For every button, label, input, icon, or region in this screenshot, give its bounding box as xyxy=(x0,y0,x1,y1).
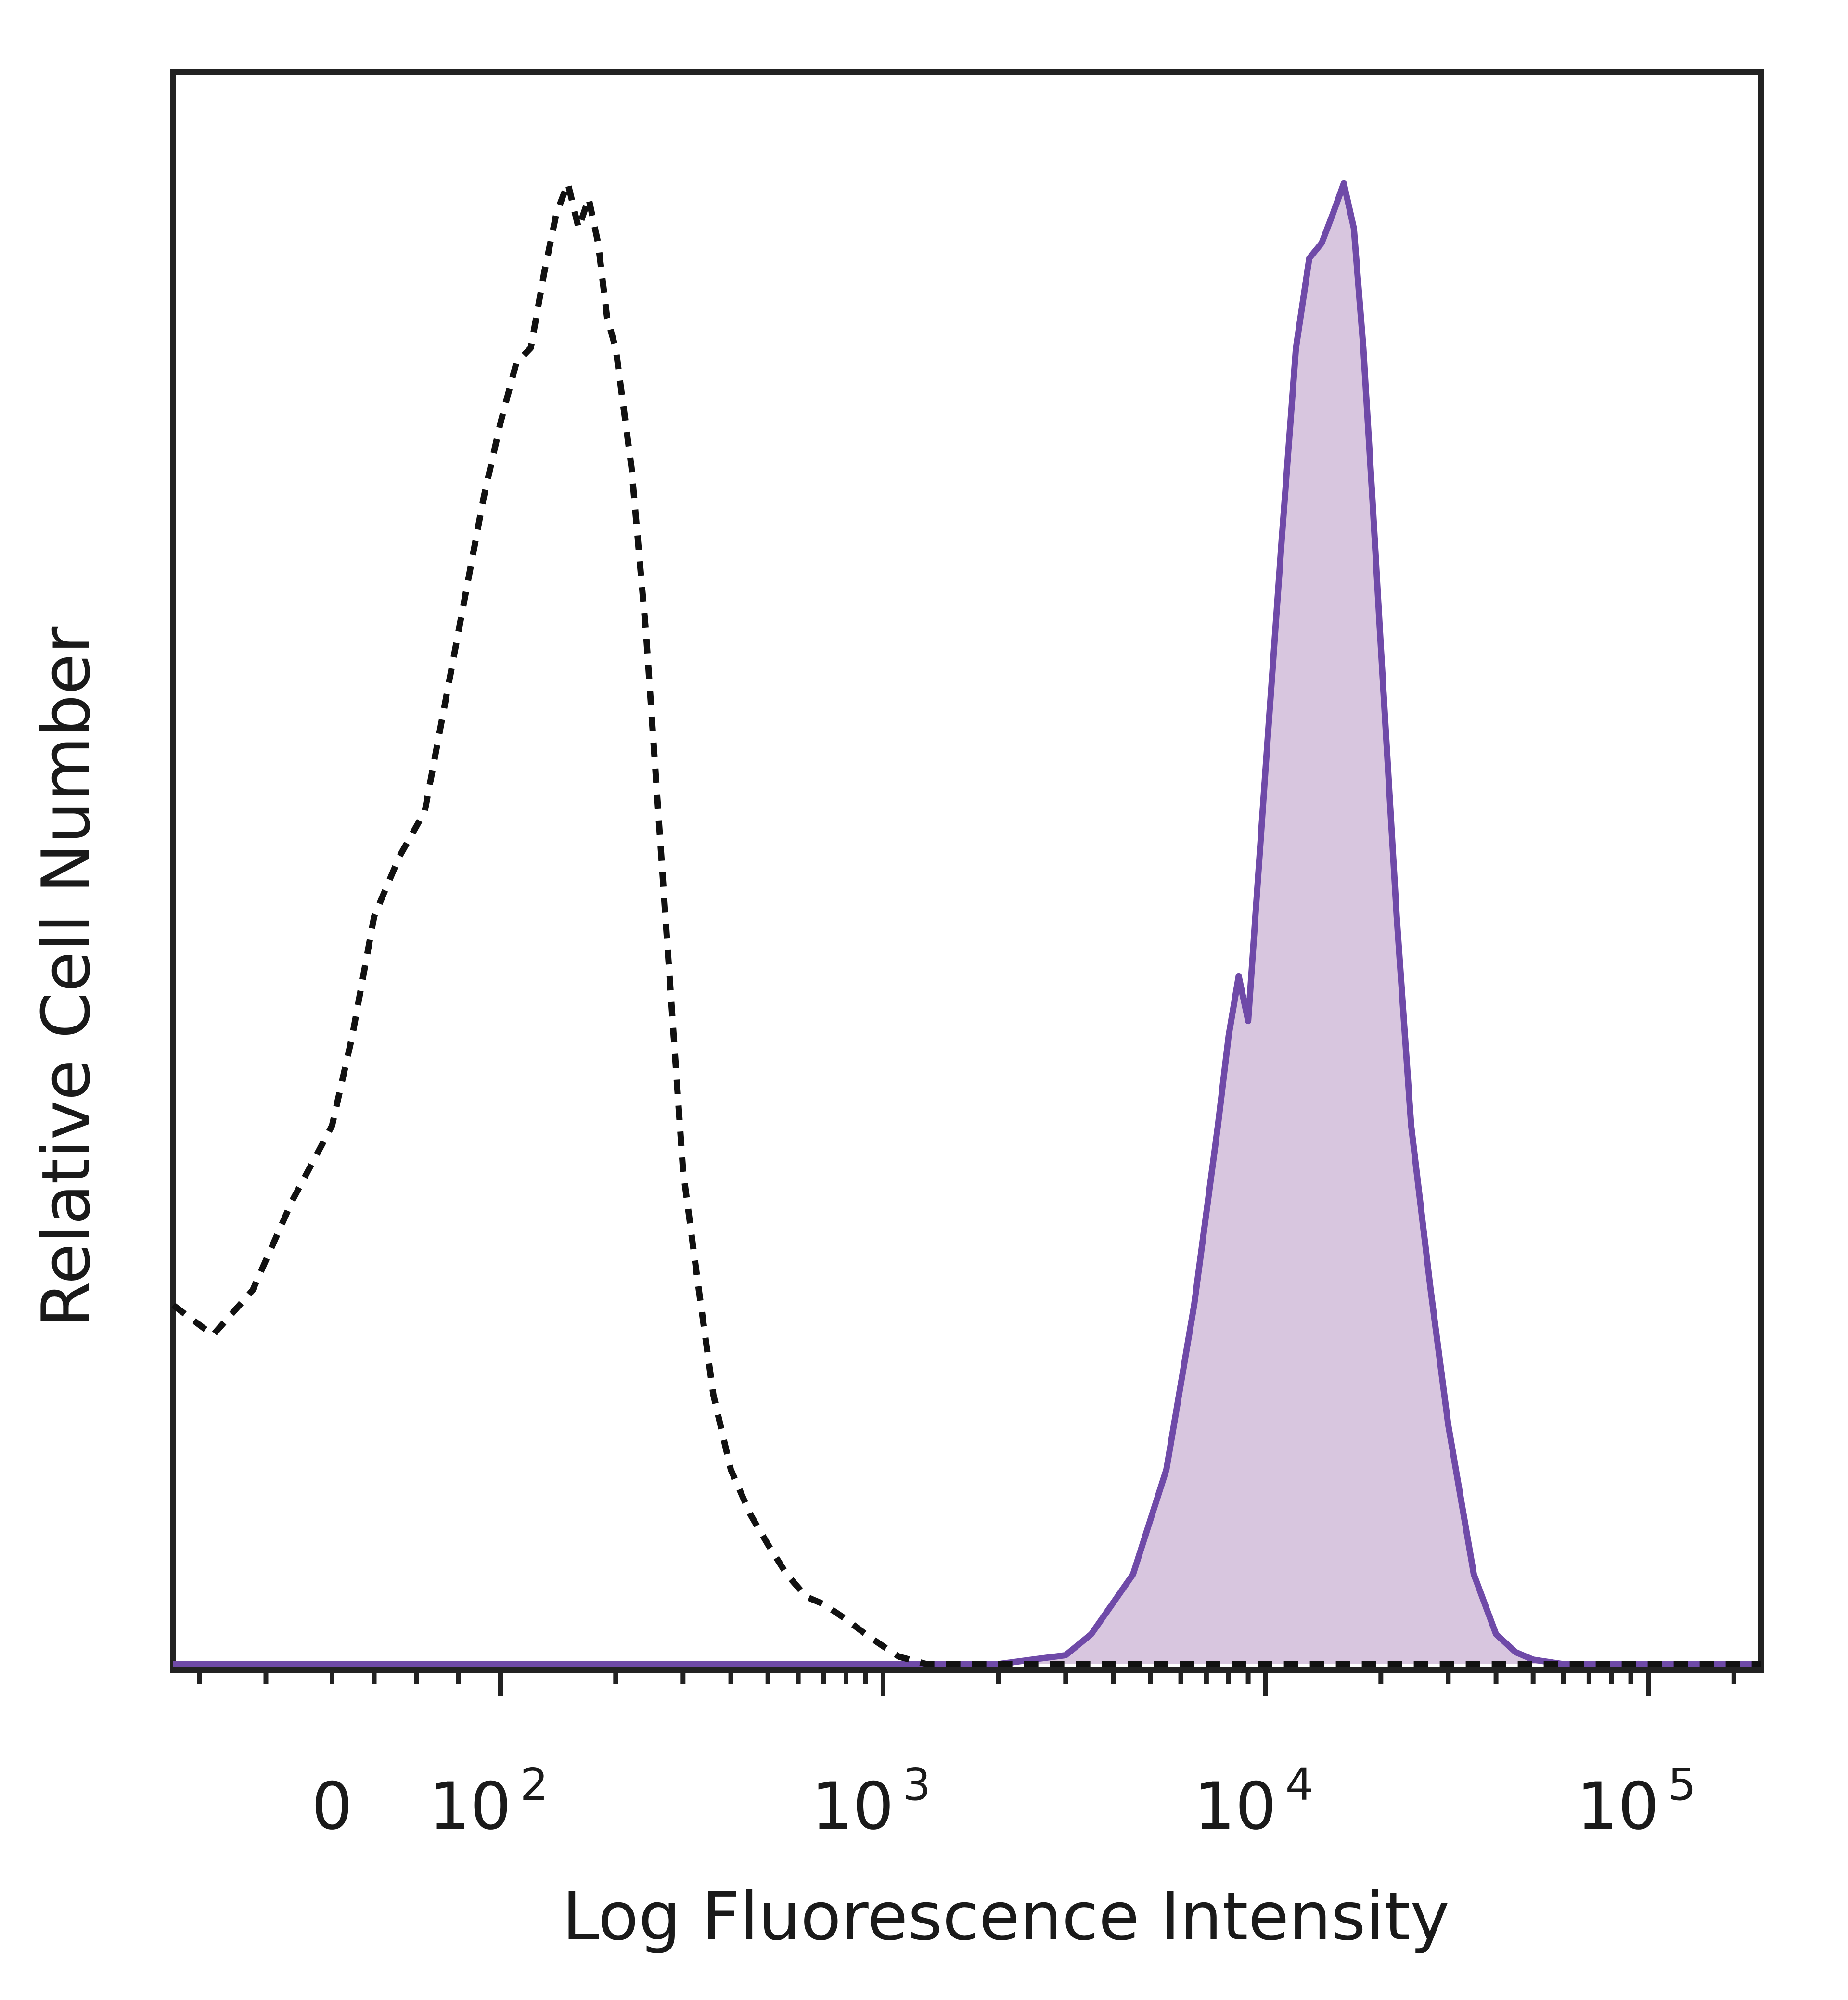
x-axis-title: Log Fluorescence Intensity xyxy=(562,1878,1450,1955)
series-0-dashed-line xyxy=(171,180,1761,1667)
y-axis-title: Relative Cell Number xyxy=(27,626,105,1327)
x-tick-label-3: 10 4 xyxy=(1194,1759,1313,1844)
series-1-fill xyxy=(173,183,1761,1664)
plot-frame xyxy=(170,69,1764,1673)
x-axis: 0 10 2 10 3 10 4 10 5 xyxy=(197,1670,1736,1844)
series-1-solid-line xyxy=(173,180,1761,1667)
x-tick-label-2: 10 3 xyxy=(811,1759,931,1844)
x-tick-label-1: 10 2 xyxy=(429,1759,548,1844)
series-layer xyxy=(171,180,1761,1667)
x-tick-label-0: 0 xyxy=(311,1769,353,1844)
x-tick-label-4: 10 5 xyxy=(1577,1759,1696,1844)
